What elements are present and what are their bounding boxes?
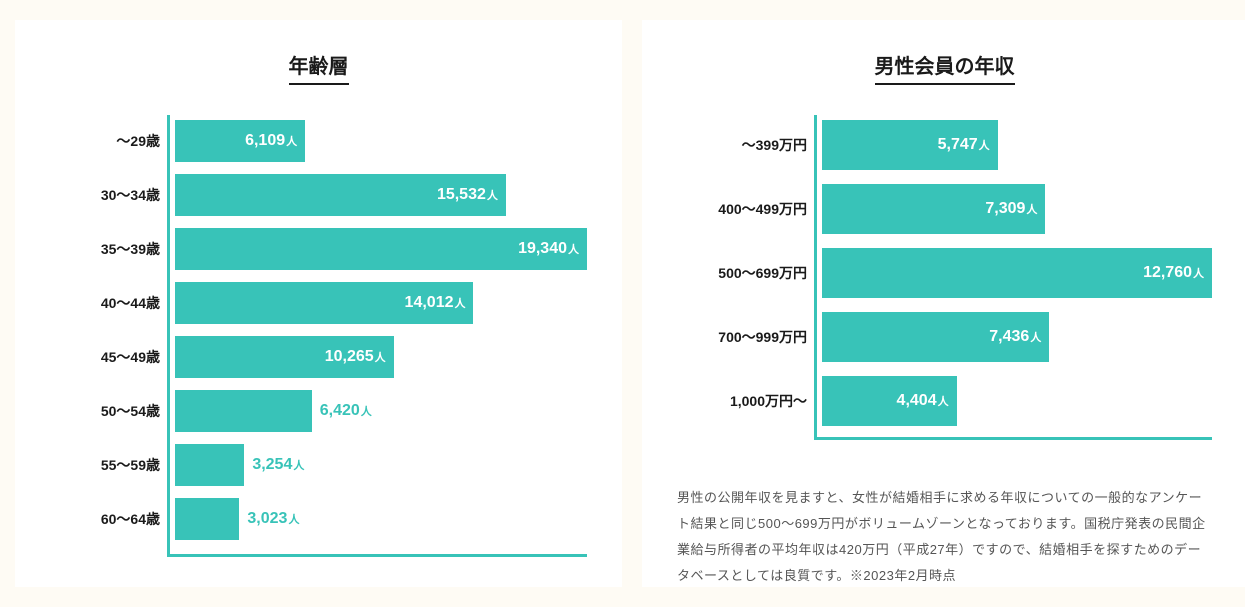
bar-value: 10,265人	[325, 348, 386, 366]
bar-value: 4,404人	[897, 392, 949, 410]
axis-horizontal	[167, 554, 587, 557]
bar-value-unit: 人	[375, 349, 386, 365]
bar-value-number: 15,532	[437, 186, 486, 204]
bar: 3,023人	[175, 498, 239, 540]
bar-value: 7,309人	[985, 200, 1037, 218]
bar-row: 55〜59歳3,254人	[175, 444, 587, 486]
bar-row: 400〜499万円7,309人	[822, 184, 1212, 234]
income-bars-container: 〜399万円5,747人400〜499万円7,309人500〜699万円12,7…	[677, 115, 1212, 426]
income-chart-title: 男性会員の年収	[875, 50, 1015, 85]
bar-row: 45〜49歳10,265人	[175, 336, 587, 378]
bar: 10,265人	[175, 336, 394, 378]
bar-value-unit: 人	[1030, 329, 1041, 345]
bar-value-unit: 人	[979, 137, 990, 153]
age-bars-container: 〜29歳6,109人30〜34歳15,532人35〜39歳19,340人40〜4…	[50, 115, 587, 540]
bar-value-number: 3,254	[252, 456, 292, 474]
bar-value-number: 6,420	[320, 402, 360, 420]
bar-value-number: 14,012	[405, 294, 454, 312]
bar: 6,109人	[175, 120, 305, 162]
bar-value: 15,532人	[437, 186, 498, 204]
bar-value-number: 10,265	[325, 348, 374, 366]
bar-row: 1,000万円〜4,404人	[822, 376, 1212, 426]
bar-value-unit: 人	[454, 295, 465, 311]
bar-row: 50〜54歳6,420人	[175, 390, 587, 432]
bar-value: 19,340人	[518, 240, 579, 258]
bar-value-unit: 人	[293, 457, 304, 473]
bar-row: 500〜699万円12,760人	[822, 248, 1212, 298]
bar-row: 700〜999万円7,436人	[822, 312, 1212, 362]
bar-value: 3,023人	[247, 510, 299, 528]
bar-label: 500〜699万円	[677, 263, 807, 283]
bar-label: 35〜39歳	[50, 239, 160, 259]
bar-row: 〜399万円5,747人	[822, 120, 1212, 170]
bar-value-unit: 人	[286, 133, 297, 149]
bar-label: 45〜49歳	[50, 347, 160, 367]
bar-value: 6,109人	[245, 132, 297, 150]
bar-label: 400〜499万円	[677, 199, 807, 219]
bar-value-unit: 人	[288, 511, 299, 527]
income-chart-panel: 男性会員の年収 〜399万円5,747人400〜499万円7,309人500〜6…	[642, 20, 1245, 587]
age-chart-panel: 年齢層 〜29歳6,109人30〜34歳15,532人35〜39歳19,340人…	[15, 20, 622, 587]
bar-value-number: 12,760	[1143, 264, 1192, 282]
bar-value-number: 19,340	[518, 240, 567, 258]
bar: 4,404人	[822, 376, 957, 426]
bar-value: 5,747人	[938, 136, 990, 154]
bar: 5,747人	[822, 120, 998, 170]
bar-value: 3,254人	[252, 456, 304, 474]
income-chart-area: 〜399万円5,747人400〜499万円7,309人500〜699万円12,7…	[677, 115, 1212, 445]
bar: 12,760人	[822, 248, 1212, 298]
bar-row: 30〜34歳15,532人	[175, 174, 587, 216]
bar-row: 40〜44歳14,012人	[175, 282, 587, 324]
bar-label: 60〜64歳	[50, 509, 160, 529]
bar: 19,340人	[175, 228, 587, 270]
bar-value-unit: 人	[938, 393, 949, 409]
bar-value-number: 7,436	[989, 328, 1029, 346]
bar-value: 12,760人	[1143, 264, 1204, 282]
bar-label: 40〜44歳	[50, 293, 160, 313]
bar-value: 14,012人	[405, 294, 466, 312]
bar-value-number: 5,747	[938, 136, 978, 154]
income-description: 男性の公開年収を見ますと、女性が結婚相手に求める年収についての一般的なアンケート…	[677, 485, 1212, 589]
bar: 6,420人	[175, 390, 312, 432]
bar-label: 50〜54歳	[50, 401, 160, 421]
bar: 3,254人	[175, 444, 244, 486]
bar: 14,012人	[175, 282, 473, 324]
age-chart-area: 〜29歳6,109人30〜34歳15,532人35〜39歳19,340人40〜4…	[50, 115, 587, 562]
bar-value-unit: 人	[361, 403, 372, 419]
bar-value-number: 4,404	[897, 392, 937, 410]
age-chart-title: 年齢層	[289, 50, 349, 85]
bar-label: 55〜59歳	[50, 455, 160, 475]
bar-label: 〜29歳	[50, 131, 160, 151]
bar-label: 1,000万円〜	[677, 391, 807, 411]
bar-label: 30〜34歳	[50, 185, 160, 205]
bar-row: 35〜39歳19,340人	[175, 228, 587, 270]
bar: 7,309人	[822, 184, 1045, 234]
bar-value-unit: 人	[1026, 201, 1037, 217]
bar-value-unit: 人	[487, 187, 498, 203]
bar-label: 〜399万円	[677, 135, 807, 155]
bar: 15,532人	[175, 174, 506, 216]
bar-value-unit: 人	[1193, 265, 1204, 281]
bar-label: 700〜999万円	[677, 327, 807, 347]
axis-horizontal	[814, 437, 1212, 440]
bar-row: 〜29歳6,109人	[175, 120, 587, 162]
bar-row: 60〜64歳3,023人	[175, 498, 587, 540]
bar-value: 7,436人	[989, 328, 1041, 346]
bar: 7,436人	[822, 312, 1049, 362]
bar-value-number: 7,309	[985, 200, 1025, 218]
bar-value-unit: 人	[568, 241, 579, 257]
bar-value-number: 6,109	[245, 132, 285, 150]
bar-value-number: 3,023	[247, 510, 287, 528]
bar-value: 6,420人	[320, 402, 372, 420]
